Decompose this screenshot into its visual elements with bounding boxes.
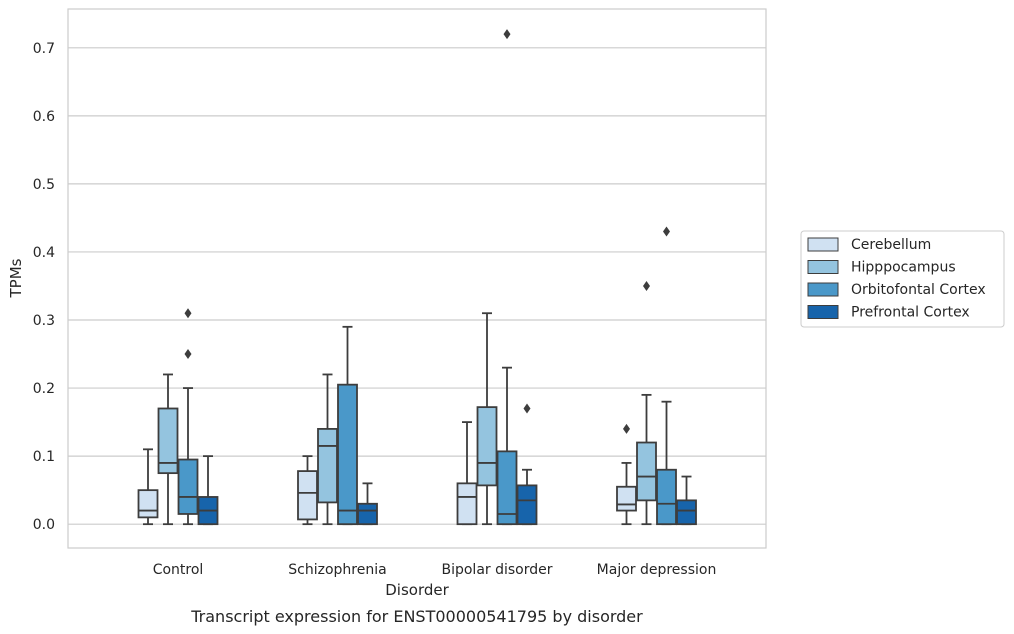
- box-prefrontal-cortex: [197, 455, 219, 526]
- box-iqr: [137, 489, 159, 519]
- legend-swatch: [807, 237, 839, 252]
- box-hipppocampus: [636, 280, 657, 526]
- y-tick-label: 0.2: [33, 381, 55, 397]
- box-orbitofontal-cortex: [177, 308, 199, 526]
- legend-frame: [800, 230, 1005, 328]
- plot-frame: [67, 8, 767, 549]
- box-prefrontal-cortex: [516, 403, 538, 526]
- legend-label: Orbitofontal Cortex: [851, 282, 986, 298]
- y-tick-label: 0.3: [33, 313, 55, 329]
- box-iqr: [636, 441, 657, 502]
- box-iqr: [317, 428, 338, 504]
- y-axis-ticks: 0.0 0.1 0.2 0.3 0.4 0.5 0.6 0.7: [33, 41, 55, 533]
- x-axis-ticks: Control Schizophrenia Bipolar disorder Majo…: [153, 562, 717, 578]
- box-iqr: [177, 458, 199, 515]
- box-iqr: [476, 406, 498, 487]
- box-iqr: [357, 502, 378, 526]
- box-iqr: [516, 484, 538, 526]
- outlier-marker: [643, 280, 650, 291]
- y-tick-label: 0.6: [33, 109, 55, 125]
- legend-label: Cerebellum: [851, 237, 931, 253]
- y-tick-label: 0.0: [33, 517, 55, 533]
- outlier-marker: [523, 403, 531, 414]
- box-cerebellum: [137, 448, 159, 526]
- y-tick-label: 0.4: [33, 245, 55, 261]
- box-iqr: [676, 499, 697, 526]
- legend-swatch: [807, 305, 839, 319]
- box-cerebellum: [616, 423, 637, 526]
- y-axis-label: TPMs: [7, 258, 25, 298]
- legend-swatch: [807, 260, 839, 274]
- outlier-marker: [663, 226, 670, 237]
- x-axis-label: Disorder: [385, 581, 449, 599]
- legend-label: Hipppocampus: [851, 260, 956, 276]
- legend-label: Prefrontal Cortex: [851, 305, 970, 321]
- y-tick-label: 0.5: [33, 177, 55, 193]
- legend: Cerebellum Hipppocampus Orbitofontal Corte…: [800, 230, 1005, 328]
- box-hipppocampus: [157, 373, 179, 526]
- y-tick-label: 0.1: [33, 449, 55, 465]
- box-groups: [137, 29, 697, 526]
- legend-swatch: [807, 282, 839, 297]
- box-iqr: [656, 468, 677, 526]
- box-prefrontal-cortex: [357, 482, 378, 526]
- box-iqr: [456, 482, 478, 526]
- outlier-marker: [503, 29, 511, 40]
- x-tick-label: Schizophrenia: [288, 562, 386, 578]
- box-iqr: [157, 407, 179, 475]
- box-hipppocampus: [317, 373, 338, 526]
- x-tick-label: Major depression: [597, 562, 717, 578]
- box-cerebellum: [456, 421, 478, 526]
- box-orbitofontal-cortex: [496, 29, 518, 526]
- box-hipppocampus: [476, 312, 498, 526]
- box-orbitofontal-cortex: [656, 226, 677, 526]
- box-iqr: [616, 485, 637, 512]
- box-cerebellum: [297, 455, 318, 526]
- x-tick-label: Control: [153, 562, 204, 578]
- outlier-marker: [623, 423, 630, 434]
- chart-caption: Transcript expression for ENST0000054179…: [190, 607, 643, 626]
- box-orbitofontal-cortex: [337, 325, 358, 526]
- y-tick-label: 0.7: [33, 41, 55, 57]
- box-prefrontal-cortex: [676, 475, 697, 526]
- box-iqr: [337, 383, 358, 526]
- outlier-marker: [184, 349, 192, 360]
- outlier-marker: [184, 308, 192, 319]
- x-tick-label: Bipolar disorder: [441, 562, 552, 578]
- box-iqr: [297, 470, 318, 521]
- box-iqr: [496, 450, 518, 526]
